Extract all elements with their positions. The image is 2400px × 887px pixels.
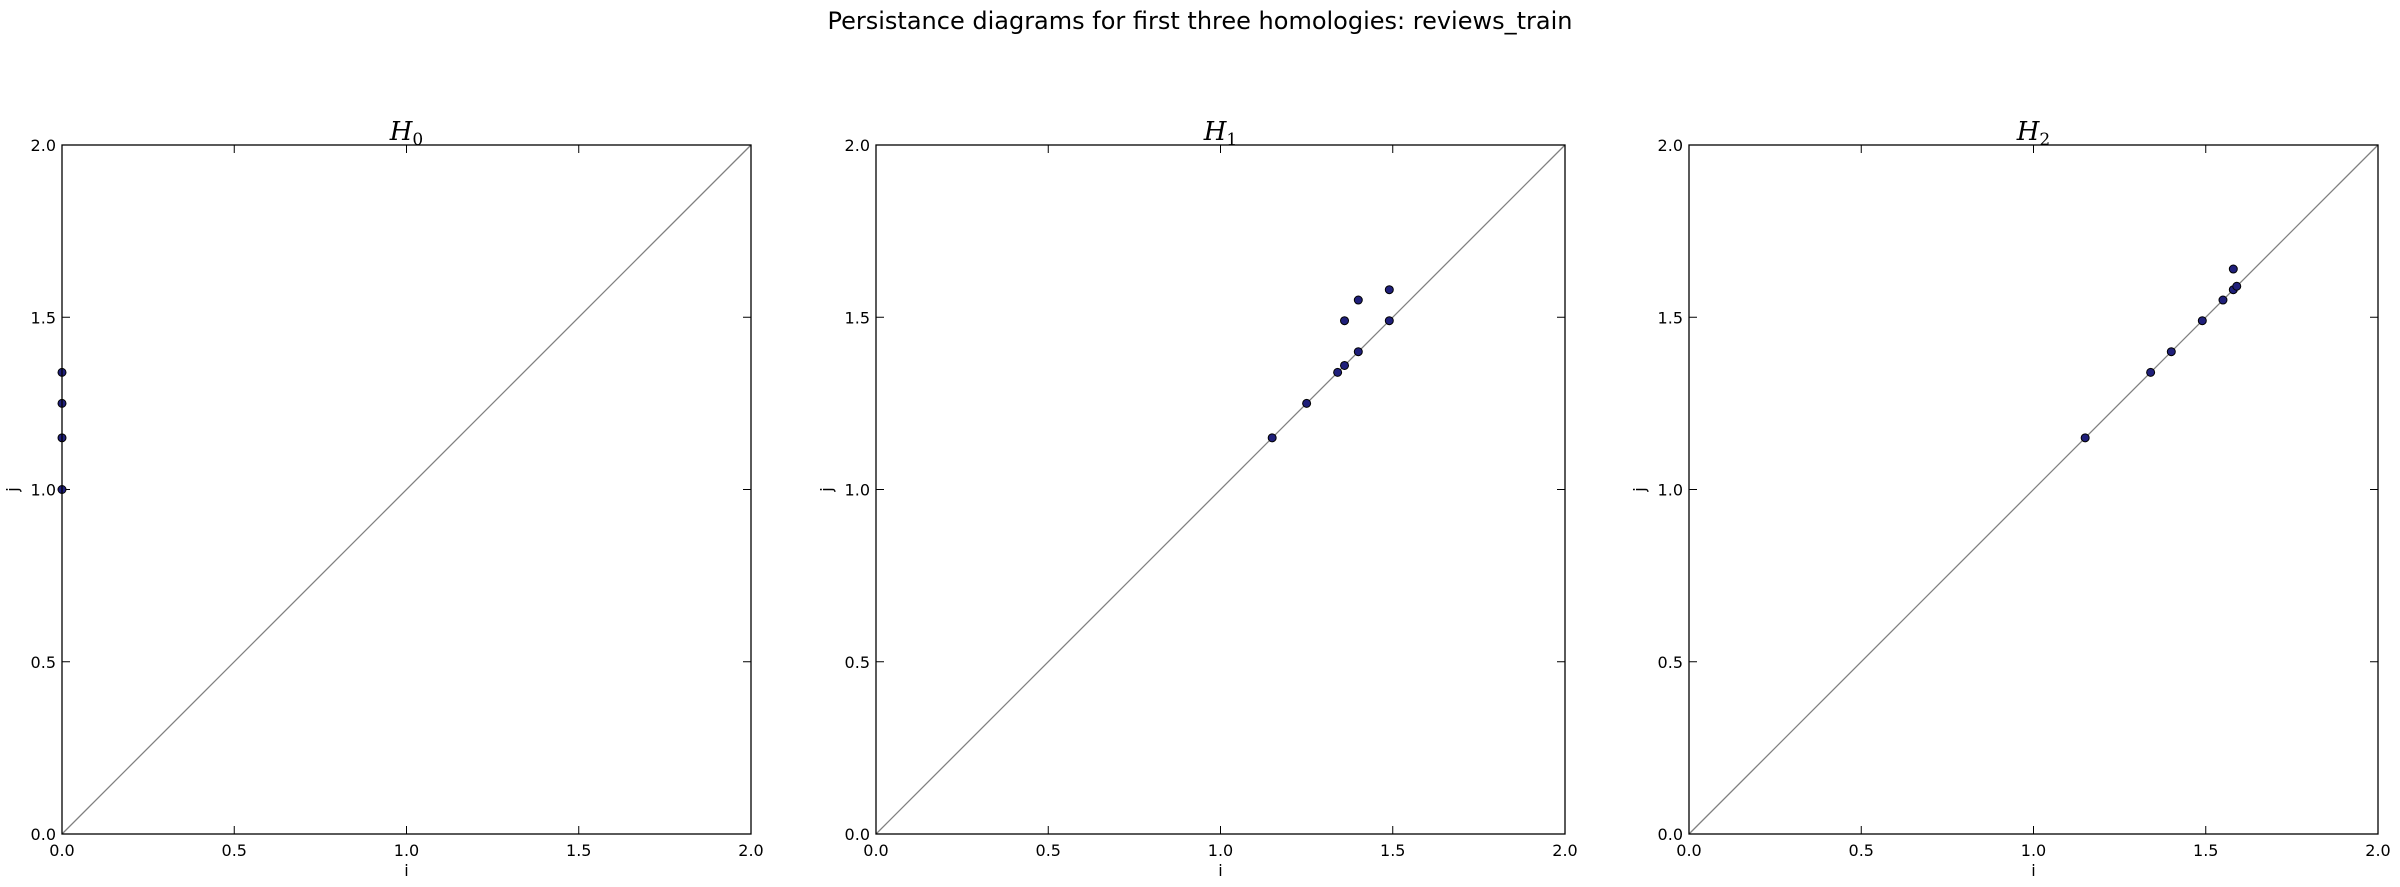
panel-title-subscript: 2	[2039, 130, 2050, 150]
data-point	[1353, 295, 1363, 305]
data-point	[1384, 285, 1394, 295]
x-tick-label: 1.5	[566, 841, 591, 860]
diagonal-line	[1688, 144, 2379, 835]
data-point	[1333, 367, 1343, 377]
y-tick-label: 2.0	[31, 136, 56, 155]
y-axis-label: j	[1630, 487, 1649, 492]
x-tick-label: 0.0	[49, 841, 74, 860]
x-axis-label: i	[2031, 861, 2035, 880]
x-tick-label: 0.5	[1036, 841, 1061, 860]
plot-frame	[1688, 144, 2379, 835]
data-point	[2197, 316, 2207, 326]
y-tick-label: 0.0	[845, 825, 870, 844]
y-tick-label: 1.5	[31, 308, 56, 327]
panel-title-subscript: 1	[1226, 130, 1237, 150]
y-tick-label: 1.0	[31, 481, 56, 500]
x-tick-label: 1.0	[2021, 841, 2046, 860]
x-tick-label: 1.0	[394, 841, 419, 860]
data-point	[1340, 360, 1350, 370]
y-axis-label: j	[817, 487, 836, 492]
x-tick-label: 1.5	[2193, 841, 2218, 860]
x-tick-label: 1.5	[1380, 841, 1405, 860]
data-point	[1302, 398, 1312, 408]
data-point	[2232, 281, 2242, 291]
y-tick-label: 0.0	[31, 825, 56, 844]
data-point	[2218, 295, 2228, 305]
y-tick-label: 1.0	[845, 481, 870, 500]
x-tick-label: 1.0	[1208, 841, 1233, 860]
figure-title: Persistance diagrams for first three hom…	[828, 7, 1573, 35]
x-tick-label: 0.5	[222, 841, 247, 860]
x-tick-label: 2.0	[2365, 841, 2390, 860]
x-tick-label: 2.0	[738, 841, 763, 860]
panel-title-subscript: 0	[412, 130, 423, 150]
data-point	[1384, 316, 1394, 326]
diagonal-line	[875, 144, 1566, 835]
x-tick-label: 2.0	[1552, 841, 1577, 860]
y-tick-label: 0.0	[1658, 825, 1683, 844]
y-tick-label: 0.5	[1658, 653, 1683, 672]
y-tick-label: 2.0	[845, 136, 870, 155]
y-tick-label: 0.5	[845, 653, 870, 672]
data-point	[2166, 347, 2176, 357]
plot-frame	[875, 144, 1566, 835]
x-tick-label: 0.0	[1676, 841, 1701, 860]
panel-title: H1	[1203, 117, 1238, 150]
x-axis-label: i	[404, 861, 408, 880]
data-point	[1353, 347, 1363, 357]
diagonal-line	[61, 144, 752, 835]
y-tick-label: 2.0	[1658, 136, 1683, 155]
data-point	[1340, 316, 1350, 326]
y-tick-label: 0.5	[31, 653, 56, 672]
plot-frame	[61, 144, 752, 835]
data-point	[2228, 264, 2238, 274]
x-tick-label: 0.5	[1849, 841, 1874, 860]
data-point	[2080, 433, 2090, 443]
x-tick-label: 0.0	[863, 841, 888, 860]
y-tick-label: 1.0	[1658, 481, 1683, 500]
data-point	[1267, 433, 1277, 443]
y-axis-label: j	[3, 487, 22, 492]
x-axis-label: i	[1218, 861, 1222, 880]
panel-h1: 0.0 0.5 1.0 1.5 2.0 0.0 0.5 1.0 1.5 2.0 H1 i j	[817, 117, 1578, 880]
data-point	[2146, 367, 2156, 377]
y-tick-label: 1.5	[845, 308, 870, 327]
y-tick-label: 1.5	[1658, 308, 1683, 327]
